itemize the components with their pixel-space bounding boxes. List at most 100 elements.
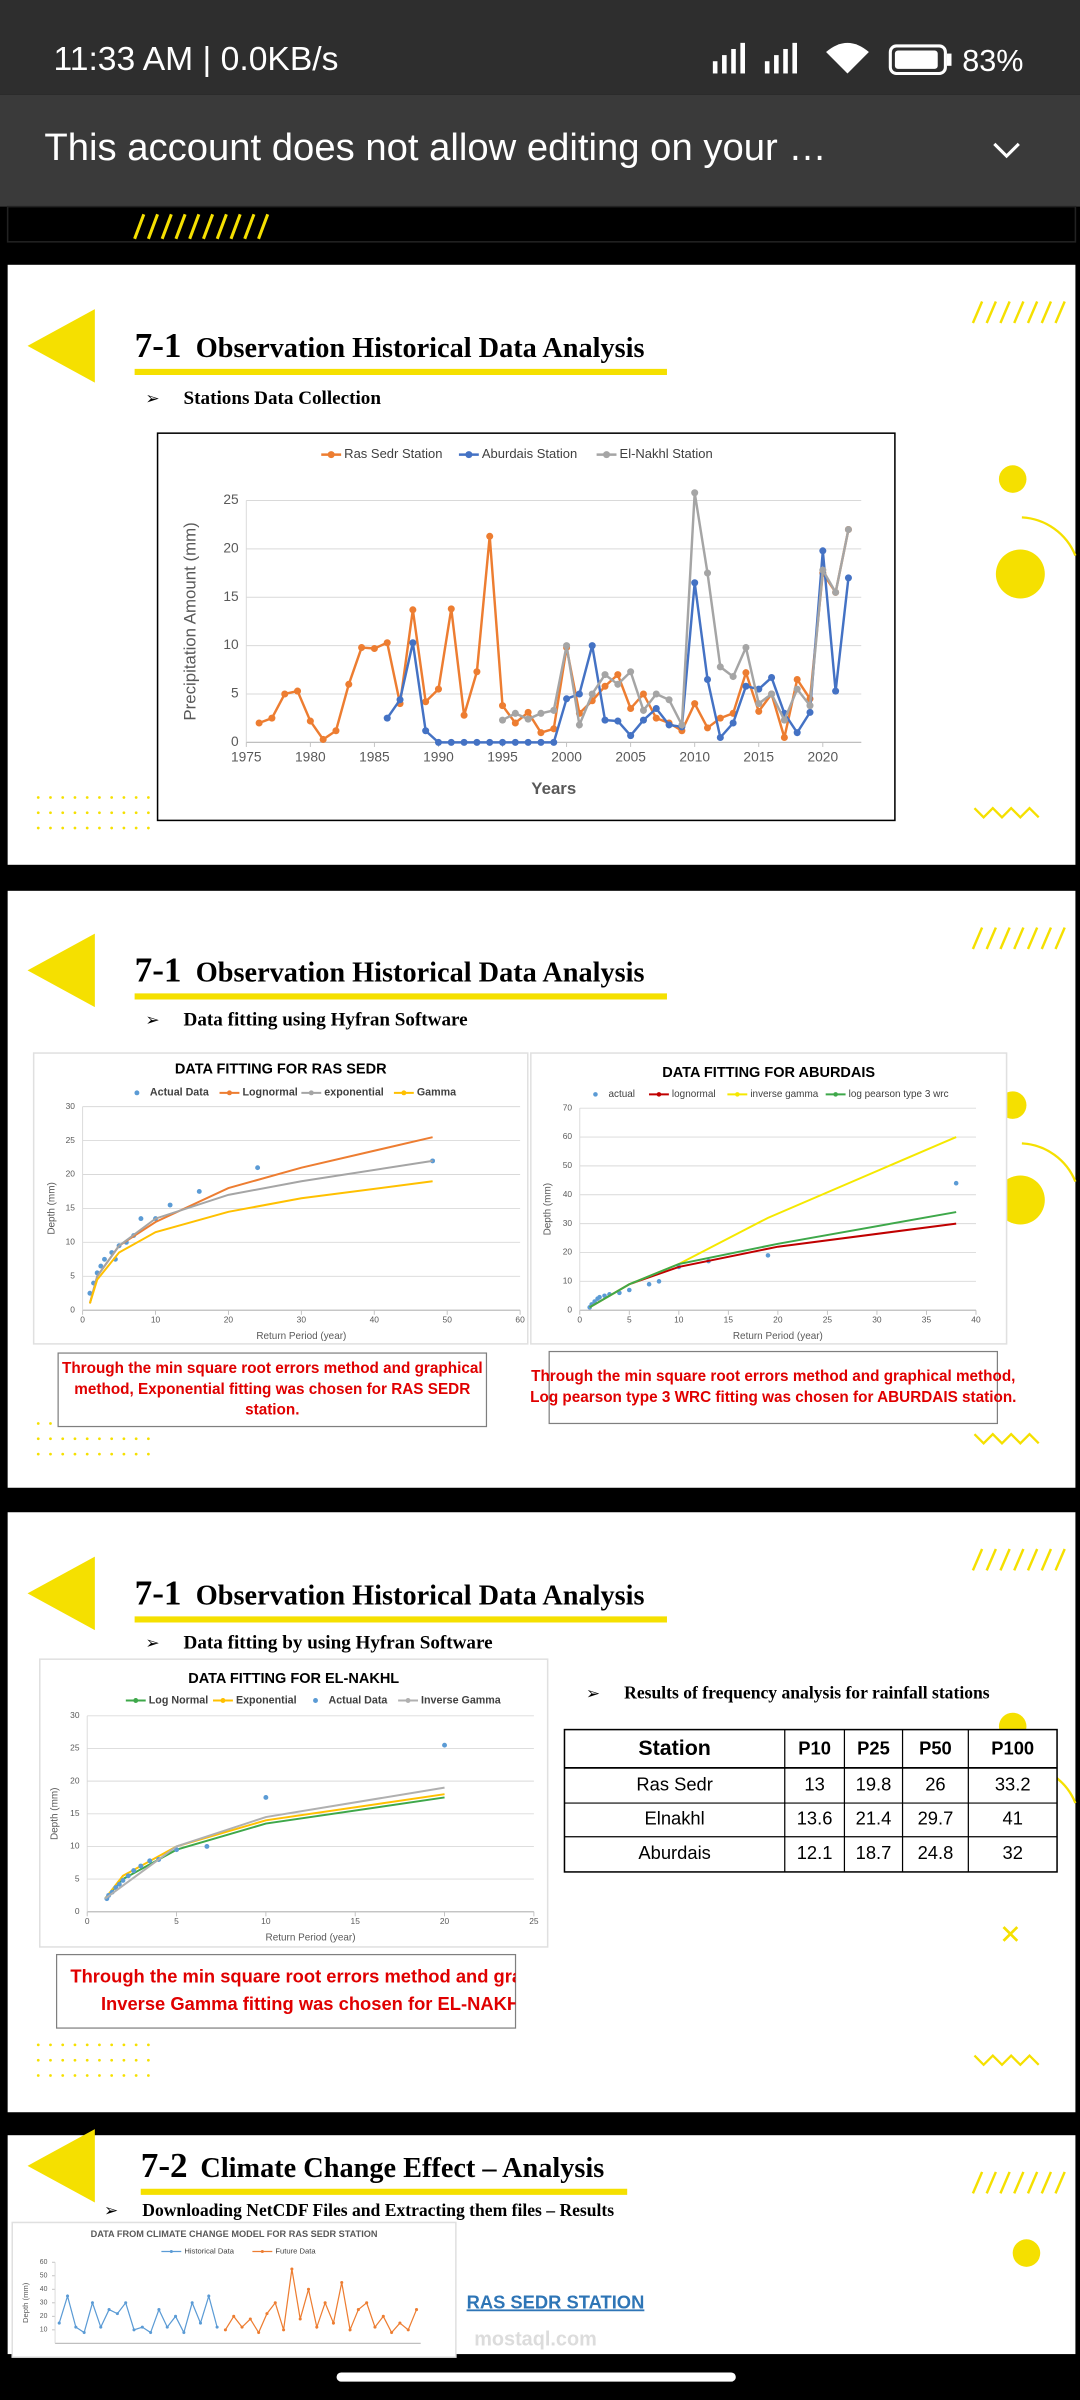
legend-item: Exponential [213,1694,297,1706]
data-point [793,685,801,693]
y-tick-label: 30 [563,1218,573,1228]
legend-item: Inverse Gamma [398,1694,502,1706]
dot [73,1452,77,1456]
x-tick-label: 0 [577,1314,582,1324]
strip-stripes [133,213,270,240]
data-point [124,2301,128,2305]
x-tick-label: 40 [971,1314,981,1324]
data-point [742,669,750,677]
dot [110,2058,114,2062]
stripe [985,1548,997,1571]
data-point [614,671,622,679]
legend-label: Actual Data [329,1694,389,1706]
dot [61,1452,65,1456]
data-point [157,2308,161,2312]
banner-expand[interactable] [993,142,1020,159]
slide-heading: Observation Historical Data Analysis [196,957,645,988]
stripe [1054,1548,1066,1571]
legend-item: Actual Data [313,1694,388,1706]
data-point [537,738,545,746]
y-tick-label: 5 [70,1270,75,1280]
table-cell: 12.1 [797,1842,833,1863]
legend-marker [405,1698,411,1703]
data-point [588,642,596,650]
data-point [255,1165,261,1171]
chart-frame [11,2221,457,2358]
data-point [639,716,647,724]
data-point [396,696,404,704]
stripe [1013,2171,1025,2194]
series-line [88,1180,433,1304]
y-tick-label: 10 [563,1276,573,1286]
data-point [190,2301,194,2305]
legend-item: Future Data [252,2247,316,2256]
legend-item: Actual Data [134,1087,210,1099]
dot [98,2058,101,2062]
stripe [1013,301,1025,324]
dot [36,1437,40,1441]
stripe [1054,2171,1066,2194]
slide-stripes [971,1548,1066,1571]
dot [85,796,89,799]
dot [49,811,52,815]
table-header: P25 [857,1737,890,1758]
slide-triangle [27,1556,95,1631]
data-point [703,675,712,683]
link[interactable]: RAS SEDR STATION [467,2291,645,2312]
x-tick-label: 2000 [551,749,582,764]
data-point [315,2325,319,2329]
data-point [601,671,609,679]
x-tick-label: 10 [151,1314,161,1324]
data-point [639,706,647,714]
dot [110,2043,114,2047]
data-point [381,2314,385,2318]
dot [122,2043,126,2047]
data-point [729,673,737,681]
note-line: method, Exponential fitting was chosen f… [74,1381,470,1398]
stripe [1013,1548,1025,1571]
dot [134,2058,138,2062]
y-axis-title: Depth (mm) [47,1182,58,1234]
data-point [832,687,840,695]
y-tick-label: 15 [70,1808,80,1818]
dot [110,2074,114,2077]
data-point [125,1873,131,1879]
bullet-arrow: ➢ [145,1010,159,1029]
y-tick-label: 25 [223,492,239,507]
series-line [224,2268,418,2334]
table-cell: 13 [804,1773,824,1794]
data-point [550,738,558,746]
data-point [140,2325,144,2329]
data-point [196,1189,202,1194]
chart-frame [39,1658,549,1948]
data-point [370,644,378,653]
note: Through the min square root errors metho… [70,1965,515,2014]
legend-item: lognormal [648,1089,716,1100]
data-point [511,738,519,746]
slide-stripes [971,301,1066,324]
data-point [716,663,724,671]
dot [73,826,77,830]
dot [110,826,114,830]
note: Through the min square root errors metho… [530,1368,1016,1406]
data-point [265,2312,269,2316]
dot [36,811,40,815]
series-line [88,1159,433,1304]
data-point [486,738,494,746]
legend-marker [401,1090,407,1096]
dot [49,1452,52,1456]
bullet-text: Downloading NetCDF Files and Extracting … [142,2200,614,2220]
dot [36,1452,40,1456]
table-header: Station [638,1736,711,1760]
data-point [524,738,532,746]
data-point [232,2314,236,2318]
dot [61,2058,65,2062]
dot [147,811,150,815]
legend-marker [313,1698,318,1703]
dot [98,811,101,815]
data-point [806,708,814,716]
table-cell: Aburdais [638,1842,710,1863]
legend-label: Aburdais Station [482,446,577,461]
stripe [1054,927,1066,950]
legend-item: log pearson type 3 wrc [825,1089,949,1100]
